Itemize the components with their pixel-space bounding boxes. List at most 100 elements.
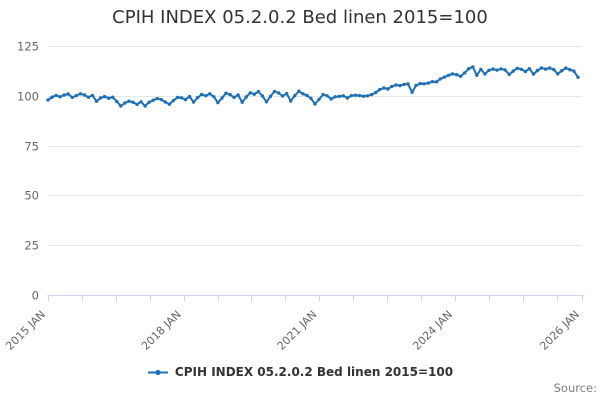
data-point-marker[interactable]	[196, 95, 200, 100]
data-point-marker[interactable]	[398, 83, 402, 88]
data-point-marker[interactable]	[82, 93, 87, 97]
data-point-marker[interactable]	[289, 99, 293, 103]
data-point-marker[interactable]	[426, 81, 430, 85]
data-point-marker[interactable]	[293, 93, 297, 98]
data-point-marker[interactable]	[378, 87, 382, 92]
data-point-marker[interactable]	[547, 66, 552, 70]
data-point-marker[interactable]	[191, 100, 196, 104]
data-point-marker[interactable]	[414, 83, 418, 88]
data-point-marker[interactable]	[175, 95, 180, 100]
data-point-marker[interactable]	[313, 102, 317, 106]
data-point-marker[interactable]	[345, 96, 350, 100]
data-point-marker[interactable]	[564, 66, 568, 70]
data-point-marker[interactable]	[305, 93, 309, 98]
data-point-marker[interactable]	[357, 93, 362, 98]
data-point-marker[interactable]	[151, 98, 155, 102]
data-point-marker[interactable]	[418, 81, 422, 86]
data-point-marker[interactable]	[495, 68, 499, 72]
data-point-marker[interactable]	[220, 96, 224, 100]
data-point-marker[interactable]	[487, 68, 491, 73]
data-point-marker[interactable]	[147, 100, 151, 104]
data-point-marker[interactable]	[463, 71, 467, 75]
data-point-marker[interactable]	[252, 92, 256, 96]
data-point-marker[interactable]	[102, 94, 107, 99]
data-point-marker[interactable]	[200, 92, 204, 97]
data-point-marker[interactable]	[54, 93, 58, 98]
data-point-marker[interactable]	[204, 94, 208, 98]
data-point-marker[interactable]	[329, 97, 333, 101]
data-point-marker[interactable]	[123, 101, 127, 105]
data-point-marker[interactable]	[560, 69, 564, 73]
data-point-marker[interactable]	[515, 66, 519, 71]
data-point-marker[interactable]	[135, 102, 139, 107]
data-point-marker[interactable]	[228, 92, 232, 97]
data-point-marker[interactable]	[309, 96, 313, 101]
data-point-marker[interactable]	[471, 65, 475, 69]
data-point-marker[interactable]	[369, 92, 374, 97]
series-line[interactable]	[47, 65, 579, 107]
data-point-marker[interactable]	[402, 82, 406, 87]
data-point-marker[interactable]	[301, 92, 305, 96]
data-point-marker[interactable]	[94, 99, 99, 103]
data-point-marker[interactable]	[212, 95, 216, 99]
data-point-marker[interactable]	[531, 72, 536, 76]
data-point-marker[interactable]	[98, 96, 103, 100]
data-point-marker[interactable]	[260, 94, 265, 98]
data-point-marker[interactable]	[543, 67, 548, 71]
data-point-marker[interactable]	[430, 80, 434, 84]
data-point-marker[interactable]	[438, 77, 443, 81]
data-point-marker[interactable]	[107, 96, 111, 100]
data-point-marker[interactable]	[361, 94, 366, 98]
data-point-marker[interactable]	[139, 100, 143, 104]
data-point-marker[interactable]	[268, 94, 273, 99]
data-point-marker[interactable]	[224, 91, 228, 95]
data-point-marker[interactable]	[374, 90, 378, 95]
data-point-marker[interactable]	[386, 87, 390, 91]
data-point-marker[interactable]	[171, 98, 176, 103]
data-point-marker[interactable]	[70, 95, 75, 100]
data-point-marker[interactable]	[572, 69, 576, 73]
data-point-marker[interactable]	[556, 72, 560, 76]
data-point-marker[interactable]	[337, 94, 341, 99]
data-point-marker[interactable]	[285, 91, 289, 96]
data-point-marker[interactable]	[127, 99, 131, 103]
data-point-marker[interactable]	[62, 93, 66, 97]
data-point-marker[interactable]	[325, 94, 329, 98]
data-point-marker[interactable]	[297, 89, 301, 93]
data-point-marker[interactable]	[179, 96, 184, 100]
data-point-marker[interactable]	[406, 82, 410, 86]
data-point-marker[interactable]	[248, 91, 252, 95]
legend[interactable]: CPIH INDEX 05.2.0.2 Bed linen 2015=100	[0, 363, 600, 381]
data-point-marker[interactable]	[442, 75, 447, 79]
data-point-marker[interactable]	[483, 72, 487, 76]
data-point-marker[interactable]	[244, 95, 248, 99]
data-point-marker[interactable]	[365, 94, 370, 98]
data-point-marker[interactable]	[187, 94, 192, 99]
data-point-marker[interactable]	[434, 80, 439, 84]
data-point-marker[interactable]	[539, 66, 544, 70]
data-point-marker[interactable]	[155, 96, 159, 101]
data-point-marker[interactable]	[272, 89, 277, 94]
data-point-marker[interactable]	[382, 86, 386, 90]
data-point-marker[interactable]	[446, 73, 451, 78]
data-point-marker[interactable]	[131, 100, 135, 104]
data-point-marker[interactable]	[341, 94, 345, 98]
data-point-marker[interactable]	[503, 68, 507, 72]
data-point-marker[interactable]	[390, 84, 394, 89]
data-point-marker[interactable]	[317, 97, 321, 102]
data-point-marker[interactable]	[511, 69, 515, 73]
data-point-marker[interactable]	[552, 67, 556, 72]
data-point-marker[interactable]	[568, 68, 572, 72]
data-point-marker[interactable]	[240, 100, 244, 104]
data-point-marker[interactable]	[321, 92, 325, 97]
data-point-marker[interactable]	[159, 97, 163, 102]
data-point-marker[interactable]	[90, 93, 95, 98]
data-point-marker[interactable]	[507, 72, 511, 77]
data-point-marker[interactable]	[66, 92, 70, 96]
data-point-marker[interactable]	[111, 95, 115, 99]
data-point-marker[interactable]	[499, 67, 503, 71]
data-point-marker[interactable]	[115, 99, 119, 104]
data-point-marker[interactable]	[353, 93, 358, 97]
data-point-marker[interactable]	[576, 75, 580, 80]
data-point-marker[interactable]	[333, 95, 337, 99]
